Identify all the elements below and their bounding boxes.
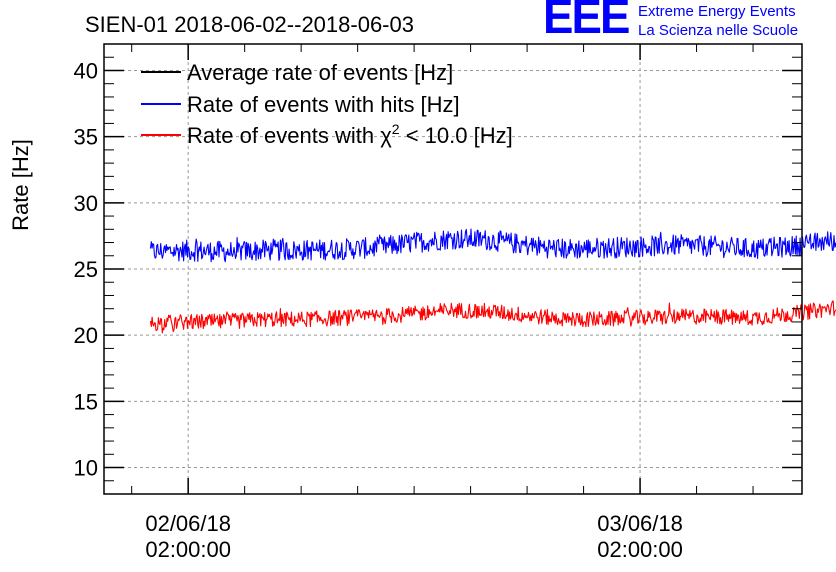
eee-logo-line2: La Scienza nelle Scuole xyxy=(638,22,799,39)
axis-ticks xyxy=(104,43,802,495)
eee-logo: EEE Extreme Energy Events La Scienza nel… xyxy=(543,0,836,46)
series-line-2 xyxy=(149,300,836,334)
axis-labels: 1015202530354002/06/1802:00:0003/06/1802… xyxy=(74,58,683,562)
x-tick-date-label: 02/06/18 xyxy=(145,511,231,536)
legend-label-average: Average rate of events [Hz] xyxy=(187,60,453,85)
series-layer xyxy=(149,228,836,334)
y-tick-label: 15 xyxy=(74,389,98,414)
x-tick-date-label: 03/06/18 xyxy=(597,511,683,536)
x-tick-time-label: 02:00:00 xyxy=(597,537,683,562)
y-axis-label: Rate [Hz] xyxy=(8,139,33,231)
eee-logo-mark: EEE xyxy=(543,0,630,44)
y-tick-label: 35 xyxy=(74,125,98,150)
y-tick-label: 10 xyxy=(74,456,98,481)
legend-label-hits: Rate of events with hits [Hz] xyxy=(187,92,460,117)
y-tick-label: 30 xyxy=(74,191,98,216)
y-tick-label: 25 xyxy=(74,257,98,282)
y-tick-label: 40 xyxy=(74,58,98,83)
series-line-1 xyxy=(149,228,836,263)
legend: Average rate of events [Hz] Rate of even… xyxy=(141,60,513,148)
legend-label-chi2: Rate of events with χ2 < 10.0 [Hz] xyxy=(187,121,513,148)
grid xyxy=(104,44,802,494)
eee-logo-line1: Extreme Energy Events xyxy=(638,3,796,20)
chart-title: SIEN-01 2018-06-02--2018-06-03 xyxy=(85,12,414,37)
x-tick-time-label: 02:00:00 xyxy=(145,537,231,562)
y-tick-label: 20 xyxy=(74,323,98,348)
